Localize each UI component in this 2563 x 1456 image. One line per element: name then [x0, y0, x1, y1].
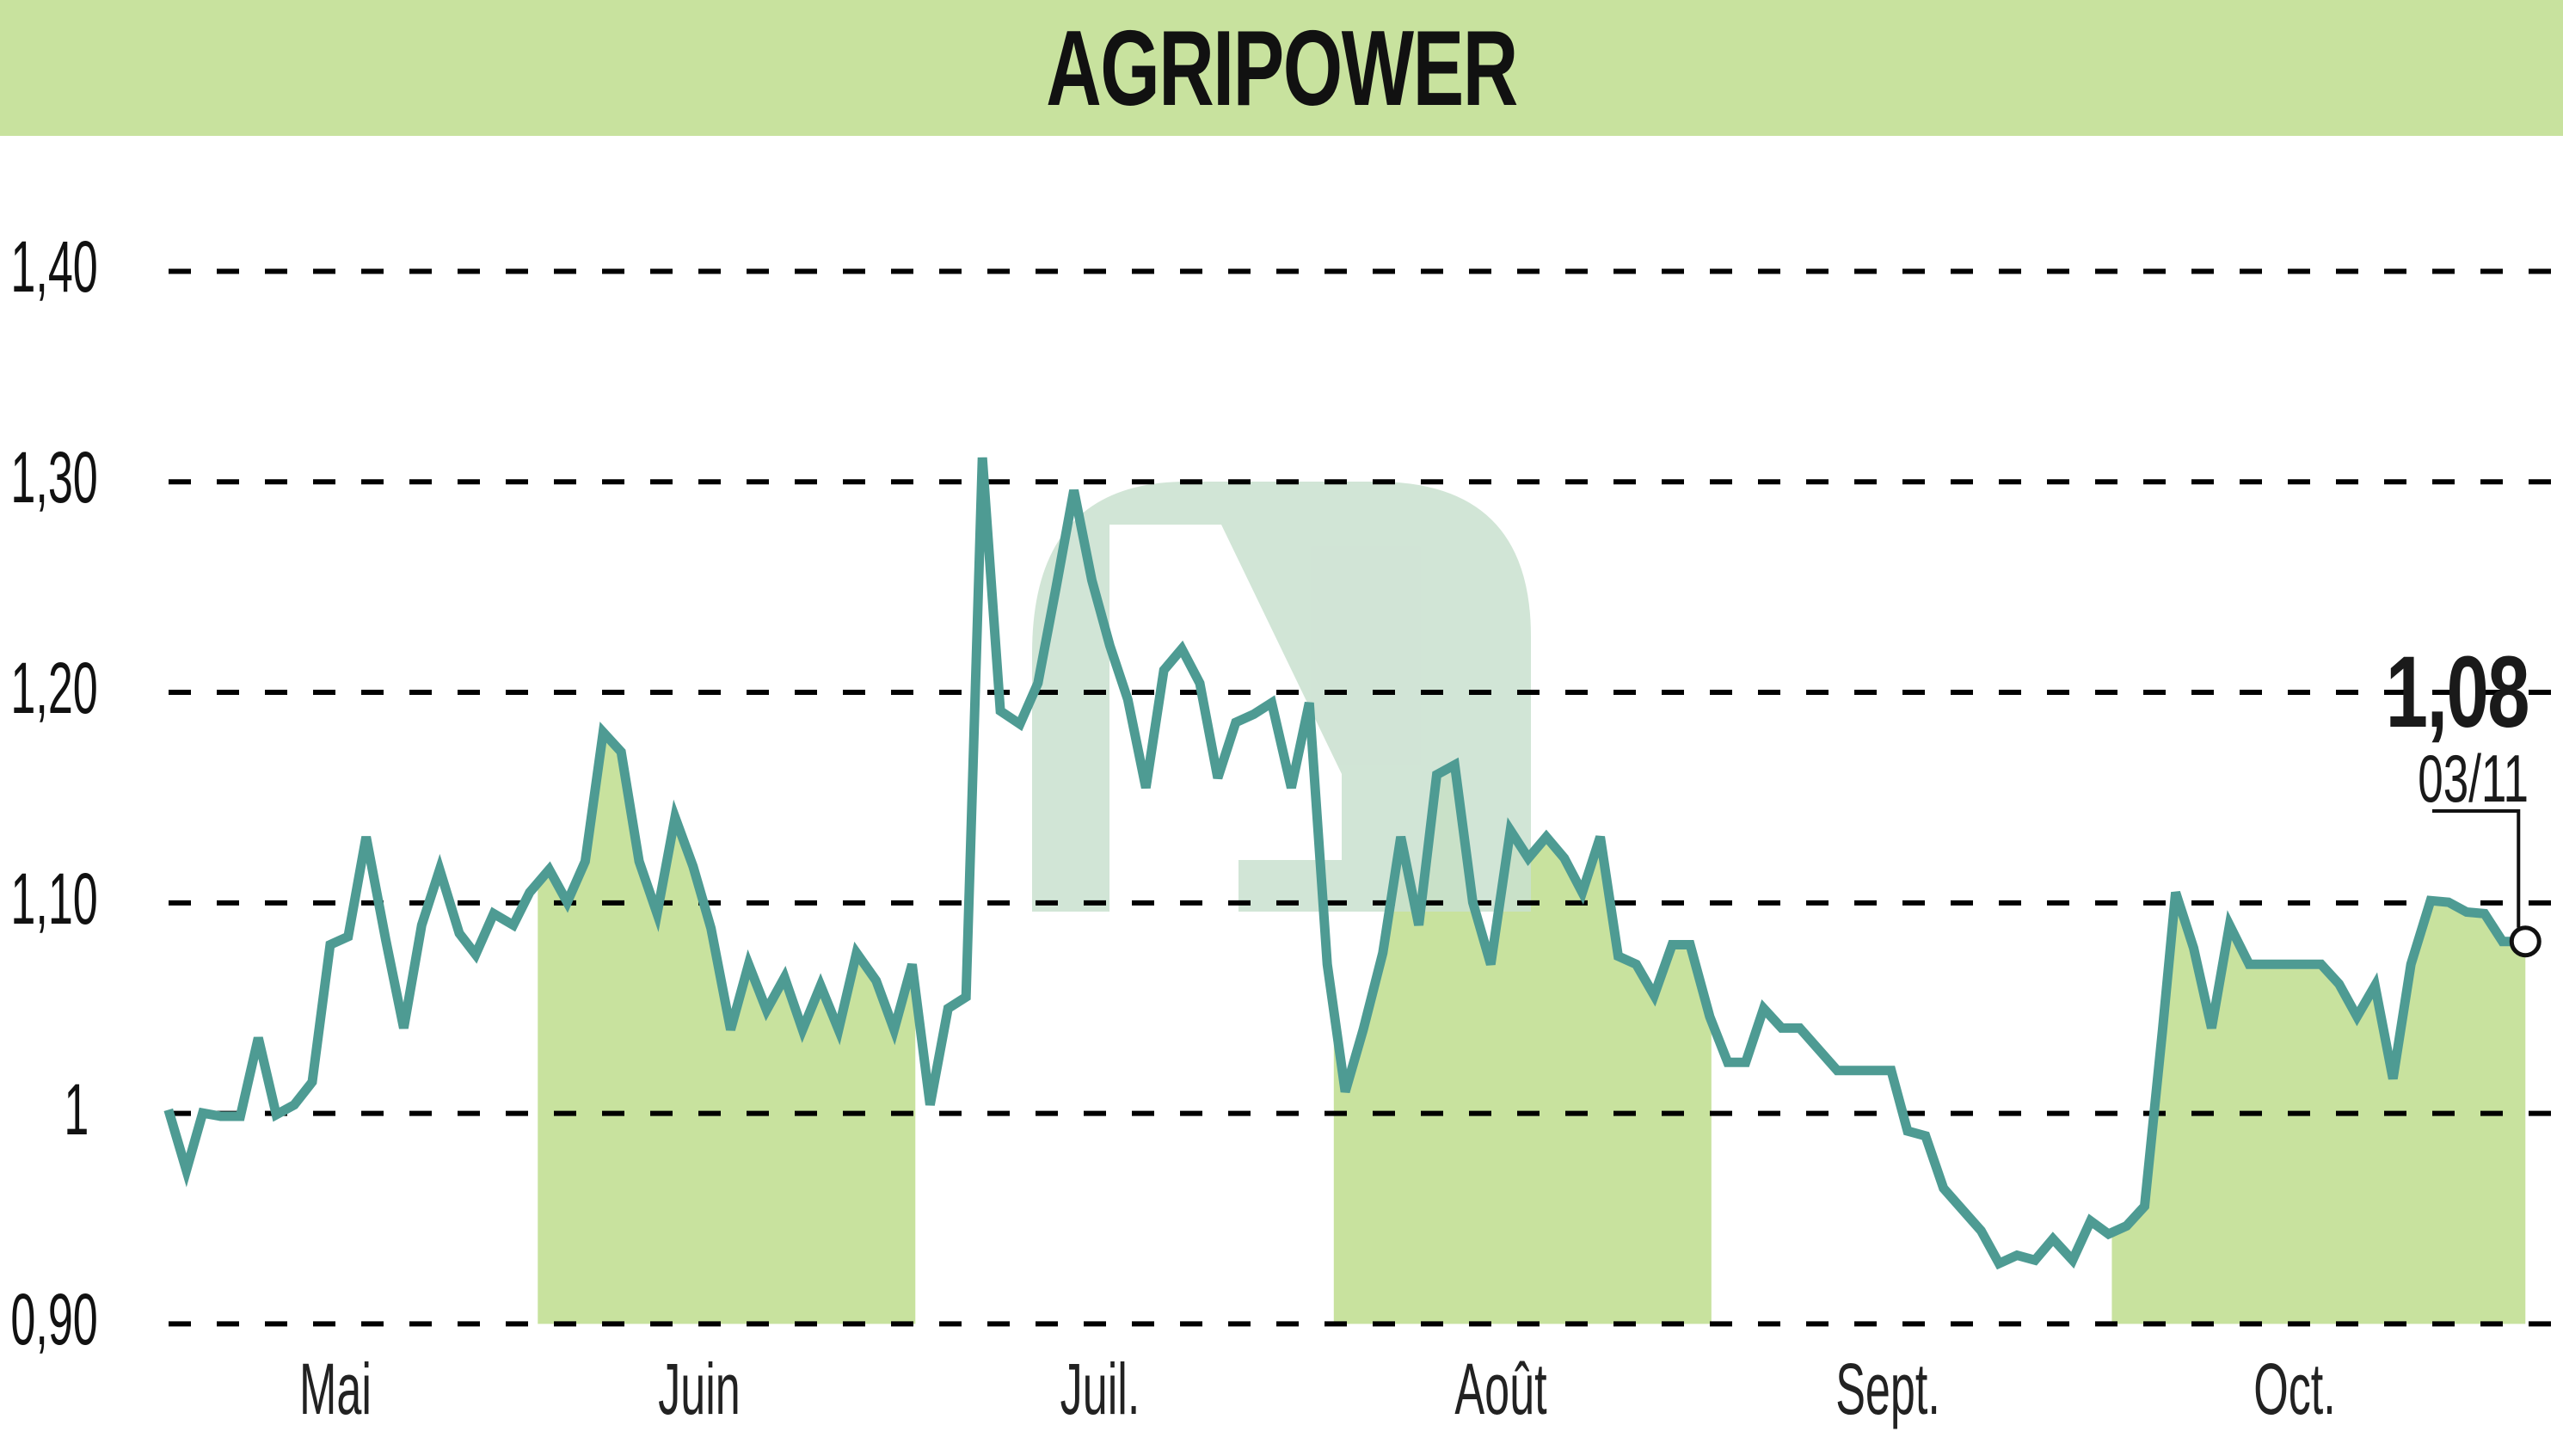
- watermark-logo-icon: [1032, 482, 1531, 912]
- x-tick-label: Sept.: [1835, 1348, 1940, 1429]
- y-tick-label: 1: [64, 1068, 89, 1150]
- x-tick-label: Juin: [658, 1348, 741, 1429]
- x-tick-label: Mai: [298, 1348, 372, 1429]
- last-value-marker: [2509, 925, 2541, 958]
- y-tick-label: 1,30: [10, 437, 98, 519]
- x-tick-label: Août: [1454, 1348, 1547, 1429]
- last-value-callout-line: [2432, 809, 2521, 928]
- y-tick-label: 1,20: [10, 648, 98, 729]
- last-value-label: 1,08: [2385, 636, 2530, 749]
- chart-header: AGRIPOWER: [0, 0, 2563, 136]
- last-date-label: 03/11: [2418, 740, 2529, 816]
- price-line: [163, 457, 2526, 1270]
- y-tick-label: 1,10: [10, 857, 98, 939]
- chart-title: AGRIPOWER: [1046, 9, 1518, 128]
- y-tick-label: 0,90: [10, 1279, 98, 1361]
- month-band-3: [2111, 892, 2526, 1324]
- x-tick-label: Juil.: [1060, 1348, 1140, 1429]
- y-tick-label: 1,40: [10, 226, 98, 308]
- x-tick-label: Oct.: [2253, 1348, 2337, 1429]
